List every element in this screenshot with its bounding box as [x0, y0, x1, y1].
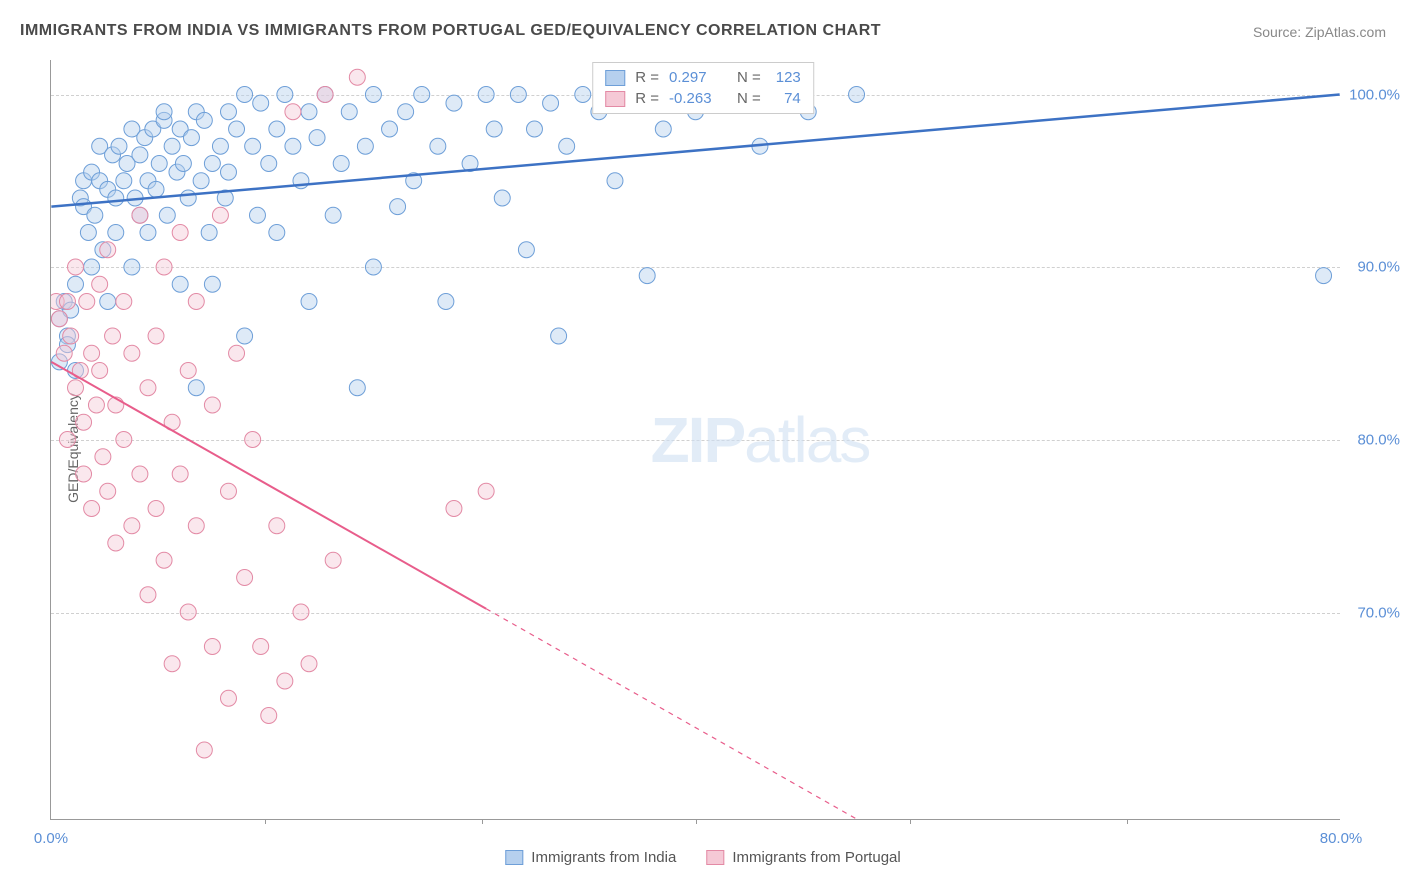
x-tick-label: 0.0% — [34, 830, 68, 847]
legend-item-portugal: Immigrants from Portugal — [706, 849, 900, 866]
plot-svg — [51, 60, 1340, 819]
legend-correlation: R = 0.297 N = 123 R = -0.263 N = 74 — [592, 62, 814, 114]
legend-row-portugal: R = -0.263 N = 74 — [605, 88, 801, 109]
chart-title: IMMIGRANTS FROM INDIA VS IMMIGRANTS FROM… — [20, 22, 881, 40]
n-value-portugal: 74 — [771, 90, 801, 107]
chart-container: IMMIGRANTS FROM INDIA VS IMMIGRANTS FROM… — [0, 0, 1406, 892]
r-value-portugal: -0.263 — [669, 90, 719, 107]
swatch-portugal-icon — [706, 850, 724, 865]
swatch-india-icon — [505, 850, 523, 865]
y-tick-label: 80.0% — [1357, 432, 1400, 449]
swatch-india — [605, 70, 625, 86]
legend-series: Immigrants from India Immigrants from Po… — [505, 849, 900, 866]
r-value-india: 0.297 — [669, 69, 719, 86]
y-tick-label: 100.0% — [1349, 86, 1400, 103]
legend-row-india: R = 0.297 N = 123 — [605, 67, 801, 88]
legend-item-india: Immigrants from India — [505, 849, 676, 866]
plot-area: ZIPatlas 70.0%80.0%90.0%100.0%0.0%80.0% — [50, 60, 1340, 820]
x-tick-label: 80.0% — [1320, 830, 1363, 847]
y-tick-label: 70.0% — [1357, 604, 1400, 621]
swatch-portugal — [605, 91, 625, 107]
y-tick-label: 90.0% — [1357, 259, 1400, 276]
n-value-india: 123 — [771, 69, 801, 86]
source-label: Source: ZipAtlas.com — [1253, 24, 1386, 40]
